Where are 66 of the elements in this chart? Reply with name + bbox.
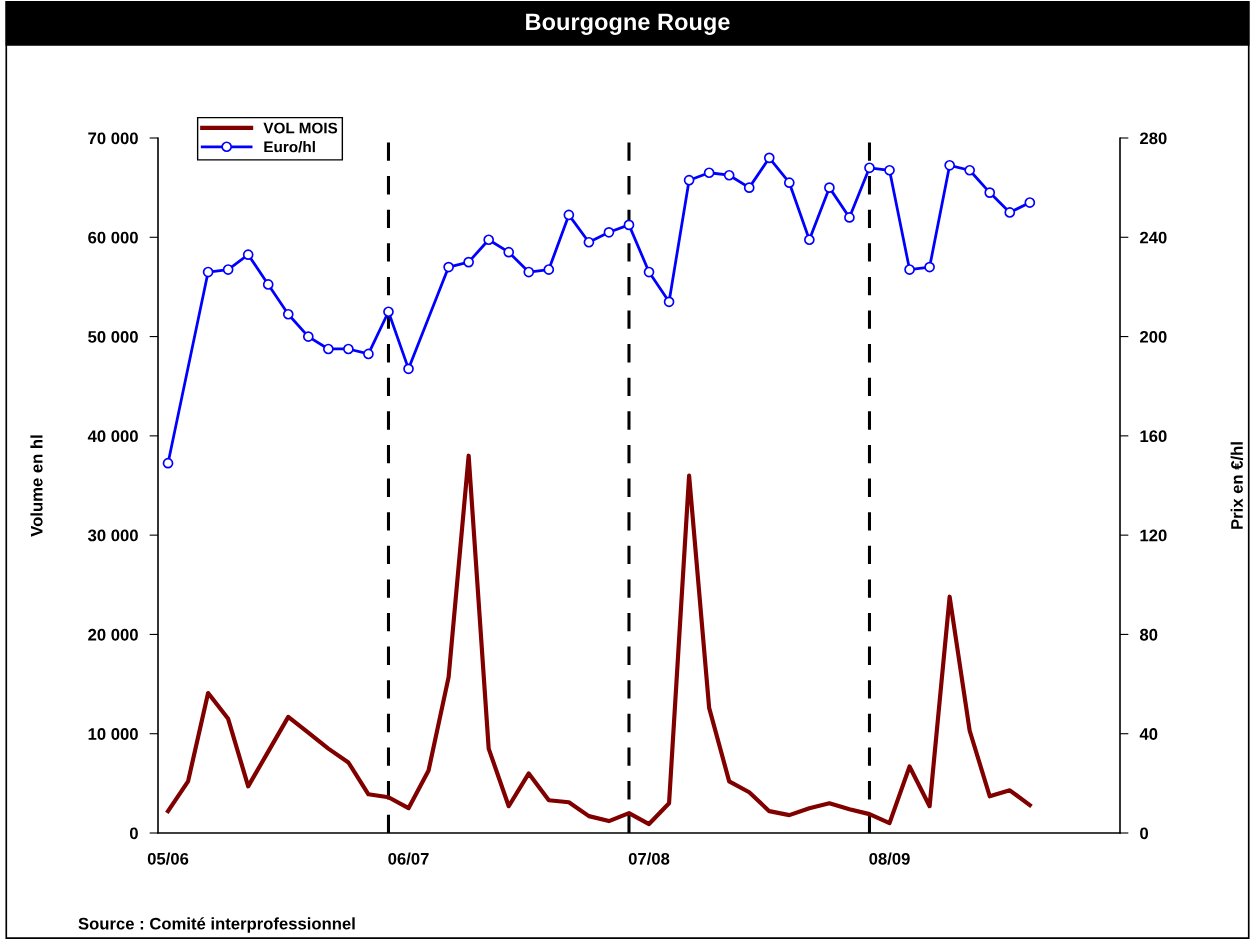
point (723, 169, 735, 181)
y2-tick-label: 80 (1139, 628, 1158, 641)
y-tick-label: 50 000 (88, 330, 138, 343)
point (262, 279, 274, 290)
point (503, 246, 515, 258)
point (984, 187, 996, 198)
point (443, 261, 454, 273)
point (683, 174, 695, 186)
point (884, 164, 895, 176)
point (343, 343, 354, 355)
y-tick-label: 60 000 (88, 231, 138, 244)
x-tick-label: 08/09 (869, 852, 910, 865)
point (924, 261, 935, 273)
legend-label: VOL MOIS (263, 122, 338, 134)
point (463, 256, 474, 268)
y-tick-label: 0 (129, 827, 138, 840)
y-tick-label: 20 000 (88, 628, 138, 641)
point (804, 234, 815, 246)
point (583, 236, 595, 248)
y2-axis-title: Prix en €/hl (1230, 442, 1244, 529)
point (904, 264, 915, 275)
point (844, 212, 855, 223)
y-tick-label: 70 000 (88, 132, 138, 145)
y2-tick-label: 200 (1140, 330, 1167, 343)
chart-title: Bourgogne Rouge (526, 13, 730, 35)
point (763, 152, 775, 164)
point (202, 266, 214, 278)
point (363, 348, 374, 360)
y2-tick-label: 160 (1140, 430, 1167, 443)
point (1004, 207, 1016, 218)
x-tick-label: 05/06 (147, 852, 189, 865)
point (944, 159, 955, 171)
point (643, 266, 655, 278)
point (543, 264, 555, 275)
x-tick-label: 07/08 (628, 852, 670, 865)
point (523, 266, 535, 278)
point (603, 226, 615, 238)
point (663, 296, 675, 308)
point (824, 182, 835, 193)
y-tick-label: 10 000 (88, 728, 138, 740)
point (302, 331, 314, 342)
y-axis-title: Volume en hl (30, 435, 43, 537)
point (222, 264, 234, 275)
point (483, 234, 495, 246)
y-tick-label: 30 000 (87, 529, 138, 542)
point (323, 343, 334, 355)
point (703, 167, 715, 179)
y2-tick-label: 0 (1140, 827, 1149, 840)
point (403, 363, 414, 375)
point (282, 308, 294, 320)
source-note: Source : Comité interprofessionnel (78, 917, 355, 933)
point (783, 177, 795, 189)
line-series (165, 453, 1032, 827)
point (964, 164, 976, 176)
y2-tick-label: 40 (1139, 728, 1158, 740)
legend-label: Euro/hl (264, 141, 315, 153)
point (1024, 197, 1036, 208)
point (743, 182, 755, 193)
point (242, 249, 254, 261)
y2-tick-label: 120 (1140, 529, 1167, 542)
y2-tick-label: 280 (1140, 132, 1167, 145)
y-tick-label: 40 000 (87, 430, 138, 443)
point (162, 457, 174, 469)
x-tick-label: 06/07 (388, 852, 429, 865)
point (563, 209, 575, 221)
y2-tick-label: 240 (1140, 231, 1167, 244)
